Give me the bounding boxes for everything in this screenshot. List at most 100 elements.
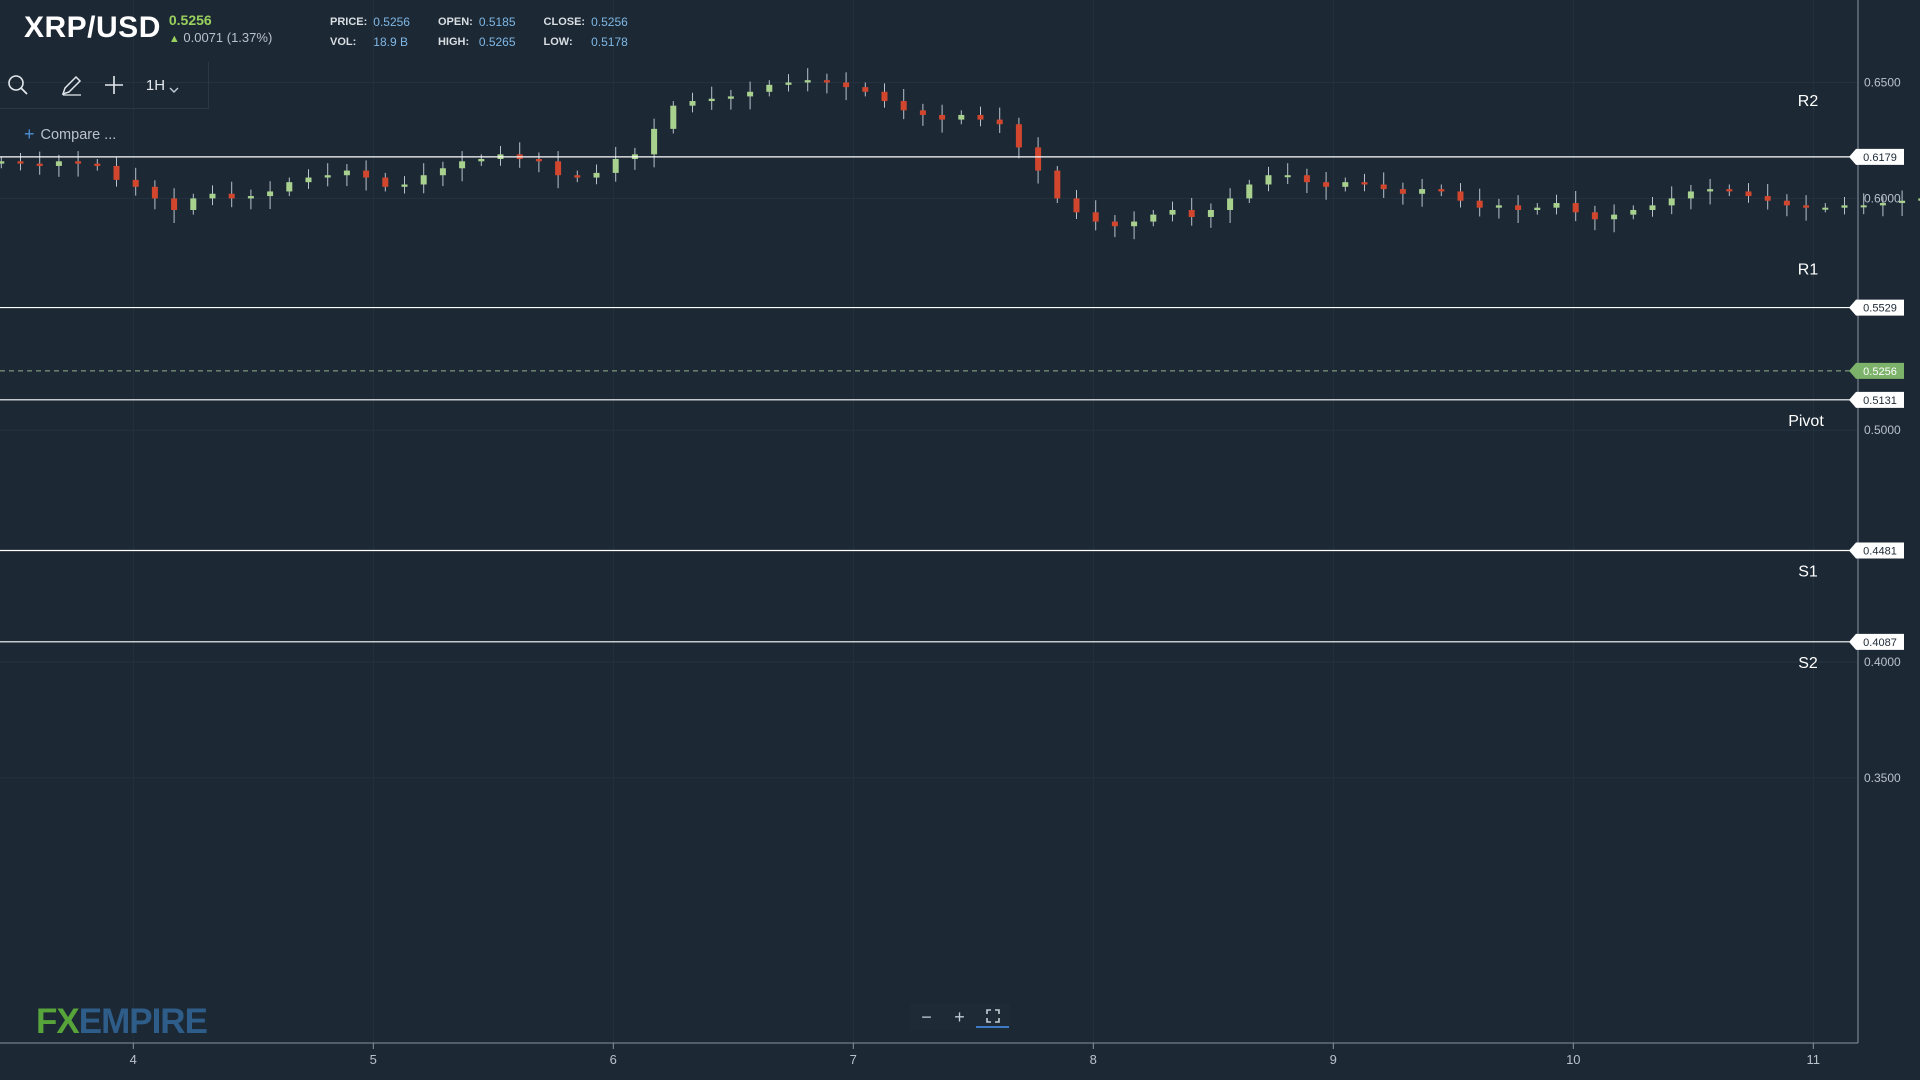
candle-body xyxy=(1687,191,1694,199)
candle xyxy=(1150,209,1157,227)
candle xyxy=(1342,177,1349,192)
candle xyxy=(1246,179,1253,204)
candle-body xyxy=(113,165,120,180)
candle-body xyxy=(209,193,216,199)
candle-body xyxy=(363,170,370,178)
candle-body xyxy=(689,101,696,106)
candle xyxy=(382,172,389,192)
candle xyxy=(1476,188,1483,217)
interval-selector[interactable]: 1H xyxy=(138,65,188,105)
chevron-down-icon xyxy=(169,87,179,93)
x-tick-label: 10 xyxy=(1566,1052,1580,1067)
candle xyxy=(1726,184,1733,197)
candle-body xyxy=(785,82,792,85)
plus-icon[interactable] xyxy=(96,65,132,105)
candle-body xyxy=(593,172,600,178)
candle xyxy=(516,142,523,168)
candle-body xyxy=(1380,184,1387,190)
candle-body xyxy=(1668,198,1675,206)
open-label: OPEN: xyxy=(437,16,473,28)
candle-body xyxy=(1534,207,1541,210)
candle-body xyxy=(1438,189,1445,192)
candle xyxy=(1611,204,1618,233)
candle xyxy=(612,146,619,182)
level-tag-s1: 0.4481 xyxy=(1849,542,1904,559)
candle xyxy=(94,158,101,171)
symbol-title: XRP/USD xyxy=(24,11,161,44)
x-tick-label: 9 xyxy=(1330,1052,1337,1067)
candle-body xyxy=(132,179,139,187)
candle xyxy=(1284,163,1291,185)
candle-body xyxy=(439,168,446,176)
candle-body xyxy=(420,175,427,185)
candle xyxy=(1380,172,1387,198)
price-change: ▲ 0.0071 (1.37%) xyxy=(168,30,273,45)
candle-body xyxy=(958,114,965,120)
candle-body xyxy=(708,98,715,102)
candle xyxy=(996,107,1003,134)
candle xyxy=(343,164,350,187)
candle-body xyxy=(1649,205,1656,210)
candle-body xyxy=(1054,170,1061,199)
last-price-tag: 0.5256 xyxy=(1849,362,1904,379)
candle xyxy=(689,92,696,113)
candle xyxy=(1438,184,1445,197)
open-value: 0.5185 xyxy=(478,15,516,29)
candle xyxy=(1687,184,1694,210)
fullscreen-icon[interactable] xyxy=(976,1006,1009,1028)
candle xyxy=(1649,197,1656,217)
candle xyxy=(209,185,216,206)
candle-body xyxy=(1265,175,1272,185)
level-tag-value: 0.6179 xyxy=(1863,152,1897,164)
candle xyxy=(55,154,62,177)
candle-body xyxy=(1227,198,1234,210)
pencil-icon[interactable] xyxy=(48,65,96,105)
candle-body xyxy=(1150,214,1157,222)
search-icon[interactable] xyxy=(0,65,36,105)
candle-body xyxy=(382,177,389,187)
vol-label: VOL: xyxy=(330,36,357,48)
candle-body xyxy=(1323,182,1330,187)
level-tag-pivot: 0.5131 xyxy=(1849,391,1904,408)
candle-body xyxy=(1726,189,1733,192)
candle xyxy=(1918,198,1920,201)
candle-body xyxy=(996,119,1003,125)
candle xyxy=(1764,184,1771,210)
zoom-out-button[interactable]: − xyxy=(921,1006,932,1027)
candle-body xyxy=(1630,209,1637,215)
compare-button[interactable]: + Compare ... xyxy=(24,124,116,145)
candle-body xyxy=(1419,189,1426,194)
close-value: 0.5256 xyxy=(591,15,628,29)
y-tick-label: 0.5000 xyxy=(1864,423,1901,437)
candle-body xyxy=(36,163,43,166)
candle xyxy=(1495,198,1502,219)
candle-body xyxy=(0,161,5,164)
candle-body xyxy=(324,175,331,178)
candle xyxy=(593,164,600,185)
candle xyxy=(1073,190,1080,220)
high-value: 0.5265 xyxy=(478,35,516,49)
candle xyxy=(1803,195,1810,221)
candle xyxy=(267,181,274,210)
candle-body xyxy=(247,196,254,199)
candle xyxy=(1207,203,1214,228)
candle xyxy=(1169,201,1176,222)
candle-body xyxy=(190,198,197,210)
candle xyxy=(1323,171,1330,200)
candle-body xyxy=(1169,209,1176,215)
candle-body xyxy=(17,161,24,164)
candle-body xyxy=(478,158,485,162)
candle-body xyxy=(1803,205,1810,208)
candle xyxy=(1419,178,1426,207)
zoom-in-button[interactable]: + xyxy=(954,1006,965,1027)
logo-fx: FX xyxy=(36,1002,80,1041)
x-tick-label: 5 xyxy=(370,1052,377,1067)
candle-body xyxy=(1764,196,1771,201)
candle-body xyxy=(459,161,466,169)
candle xyxy=(1303,168,1310,194)
candle-body xyxy=(939,114,946,120)
candle-body xyxy=(1553,203,1560,208)
candle-body xyxy=(1495,205,1502,208)
candle xyxy=(958,110,965,125)
